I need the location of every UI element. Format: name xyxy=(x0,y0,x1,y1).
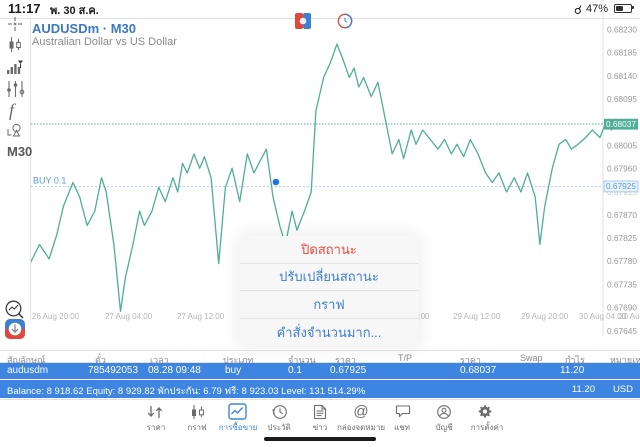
svg-text:0.67925: 0.67925 xyxy=(606,181,636,191)
svg-text:26 Aug 20:00: 26 Aug 20:00 xyxy=(32,312,80,321)
svg-text:0.67780: 0.67780 xyxy=(607,256,637,266)
svg-text:27 Aug 04:00: 27 Aug 04:00 xyxy=(105,312,153,321)
svg-text:0.68230: 0.68230 xyxy=(607,25,637,35)
svg-text:BUY 0.1: BUY 0.1 xyxy=(33,176,66,186)
svg-text:0.67960: 0.67960 xyxy=(607,164,637,174)
svg-text:0.68140: 0.68140 xyxy=(607,71,637,81)
svg-text:30 Aug 12:0: 30 Aug 12:0 xyxy=(619,312,640,321)
svg-text:0.68185: 0.68185 xyxy=(607,48,637,58)
svg-text:29 Aug 12:00: 29 Aug 12:00 xyxy=(453,312,501,321)
svg-text:29 Aug 20:00: 29 Aug 20:00 xyxy=(521,312,569,321)
svg-text:0.68037: 0.68037 xyxy=(606,119,636,129)
svg-text:0.67735: 0.67735 xyxy=(607,279,637,289)
svg-text:0.67645: 0.67645 xyxy=(607,326,637,336)
svg-text:0.67870: 0.67870 xyxy=(607,210,637,220)
svg-text:0.68005: 0.68005 xyxy=(607,140,637,150)
svg-text:27 Aug 12:00: 27 Aug 12:00 xyxy=(177,312,225,321)
svg-text:0.68095: 0.68095 xyxy=(607,94,637,104)
svg-text:0.67825: 0.67825 xyxy=(607,233,637,243)
